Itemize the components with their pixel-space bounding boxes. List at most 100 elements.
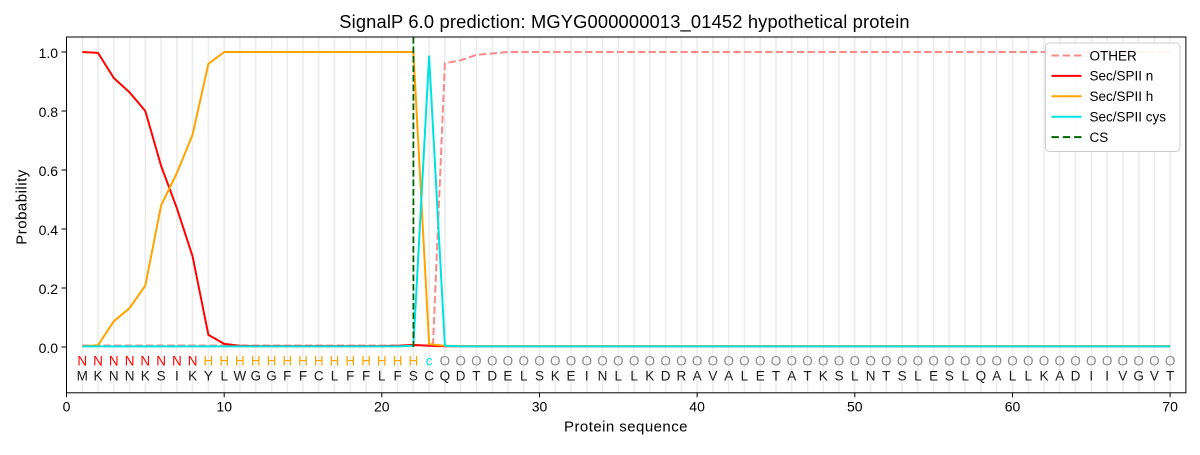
svg-text:H: H bbox=[219, 354, 229, 369]
svg-text:O: O bbox=[913, 354, 924, 369]
svg-text:O: O bbox=[723, 354, 734, 369]
svg-text:0.8: 0.8 bbox=[39, 104, 59, 120]
svg-text:L: L bbox=[220, 369, 228, 384]
svg-text:O: O bbox=[613, 354, 624, 369]
svg-text:Y: Y bbox=[204, 369, 213, 384]
svg-text:K: K bbox=[188, 369, 197, 384]
svg-text:O: O bbox=[1102, 354, 1113, 369]
svg-text:O: O bbox=[786, 354, 797, 369]
svg-text:T: T bbox=[803, 369, 811, 384]
svg-text:L: L bbox=[630, 369, 638, 384]
svg-text:O: O bbox=[597, 354, 608, 369]
svg-text:S: S bbox=[945, 369, 954, 384]
svg-text:S: S bbox=[834, 369, 843, 384]
svg-text:C: C bbox=[314, 369, 324, 384]
svg-text:A: A bbox=[724, 369, 733, 384]
svg-text:20: 20 bbox=[374, 399, 390, 415]
svg-text:N: N bbox=[140, 354, 150, 369]
svg-text:0.4: 0.4 bbox=[39, 222, 59, 238]
svg-text:O: O bbox=[897, 354, 908, 369]
svg-text:0: 0 bbox=[63, 399, 71, 415]
svg-text:O: O bbox=[676, 354, 687, 369]
svg-text:O: O bbox=[487, 354, 498, 369]
svg-text:O: O bbox=[566, 354, 577, 369]
svg-text:V: V bbox=[708, 369, 717, 384]
svg-text:O: O bbox=[645, 354, 656, 369]
svg-text:H: H bbox=[330, 354, 340, 369]
svg-text:O: O bbox=[1023, 354, 1034, 369]
svg-text:N: N bbox=[598, 369, 608, 384]
svg-text:Probability: Probability bbox=[13, 169, 30, 245]
svg-text:S: S bbox=[157, 369, 166, 384]
svg-text:SignalP 6.0 prediction: MGYG00: SignalP 6.0 prediction: MGYG000000013_01… bbox=[339, 11, 910, 33]
svg-text:O: O bbox=[850, 354, 861, 369]
svg-text:N: N bbox=[93, 354, 103, 369]
svg-text:0.0: 0.0 bbox=[39, 340, 59, 356]
svg-text:0.6: 0.6 bbox=[39, 163, 59, 179]
svg-text:A: A bbox=[1055, 369, 1064, 384]
svg-text:Protein sequence: Protein sequence bbox=[564, 418, 688, 435]
svg-text:H: H bbox=[204, 354, 214, 369]
svg-text:I: I bbox=[175, 369, 179, 384]
svg-text:V: V bbox=[1118, 369, 1127, 384]
svg-text:O: O bbox=[928, 354, 939, 369]
svg-text:K: K bbox=[551, 369, 560, 384]
svg-text:N: N bbox=[125, 369, 135, 384]
svg-text:O: O bbox=[708, 354, 719, 369]
svg-text:N: N bbox=[125, 354, 135, 369]
svg-text:T: T bbox=[772, 369, 780, 384]
svg-text:O: O bbox=[629, 354, 640, 369]
svg-text:S: S bbox=[535, 369, 544, 384]
svg-text:F: F bbox=[393, 369, 401, 384]
svg-text:G: G bbox=[266, 369, 277, 384]
svg-text:E: E bbox=[756, 369, 765, 384]
svg-text:O: O bbox=[865, 354, 876, 369]
svg-text:T: T bbox=[472, 369, 480, 384]
svg-text:Sec/SPII cys: Sec/SPII cys bbox=[1090, 110, 1167, 125]
svg-text:O: O bbox=[1070, 354, 1081, 369]
svg-text:O: O bbox=[834, 354, 845, 369]
svg-text:L: L bbox=[961, 369, 969, 384]
svg-text:F: F bbox=[299, 369, 307, 384]
svg-text:I: I bbox=[585, 369, 589, 384]
svg-text:S: S bbox=[898, 369, 907, 384]
svg-text:K: K bbox=[819, 369, 828, 384]
svg-text:O: O bbox=[755, 354, 766, 369]
svg-text:N: N bbox=[77, 354, 87, 369]
svg-text:70: 70 bbox=[1162, 399, 1178, 415]
svg-text:CS: CS bbox=[1090, 130, 1109, 145]
svg-text:A: A bbox=[992, 369, 1001, 384]
svg-text:H: H bbox=[345, 354, 355, 369]
svg-text:O: O bbox=[534, 354, 545, 369]
svg-text:N: N bbox=[109, 354, 119, 369]
svg-text:H: H bbox=[267, 354, 277, 369]
svg-text:K: K bbox=[1039, 369, 1048, 384]
svg-text:O: O bbox=[1118, 354, 1129, 369]
svg-text:O: O bbox=[1165, 354, 1176, 369]
svg-text:K: K bbox=[141, 369, 150, 384]
svg-text:W: W bbox=[234, 369, 247, 384]
svg-text:0.2: 0.2 bbox=[39, 281, 59, 297]
svg-text:30: 30 bbox=[532, 399, 548, 415]
svg-text:O: O bbox=[518, 354, 529, 369]
svg-text:O: O bbox=[960, 354, 971, 369]
svg-text:L: L bbox=[741, 369, 749, 384]
svg-text:O: O bbox=[1039, 354, 1050, 369]
svg-text:1.0: 1.0 bbox=[39, 45, 59, 61]
svg-text:L: L bbox=[1024, 369, 1032, 384]
svg-text:Sec/SPII h: Sec/SPII h bbox=[1090, 89, 1154, 104]
svg-text:O: O bbox=[1149, 354, 1160, 369]
svg-text:H: H bbox=[298, 354, 308, 369]
svg-text:O: O bbox=[455, 354, 466, 369]
svg-text:L: L bbox=[851, 369, 859, 384]
svg-text:L: L bbox=[520, 369, 528, 384]
svg-text:L: L bbox=[615, 369, 623, 384]
svg-text:H: H bbox=[282, 354, 292, 369]
svg-text:L: L bbox=[914, 369, 922, 384]
svg-text:T: T bbox=[1166, 369, 1174, 384]
svg-text:O: O bbox=[1007, 354, 1018, 369]
svg-text:L: L bbox=[1009, 369, 1017, 384]
svg-text:F: F bbox=[346, 369, 354, 384]
svg-text:H: H bbox=[393, 354, 403, 369]
svg-text:N: N bbox=[866, 369, 876, 384]
